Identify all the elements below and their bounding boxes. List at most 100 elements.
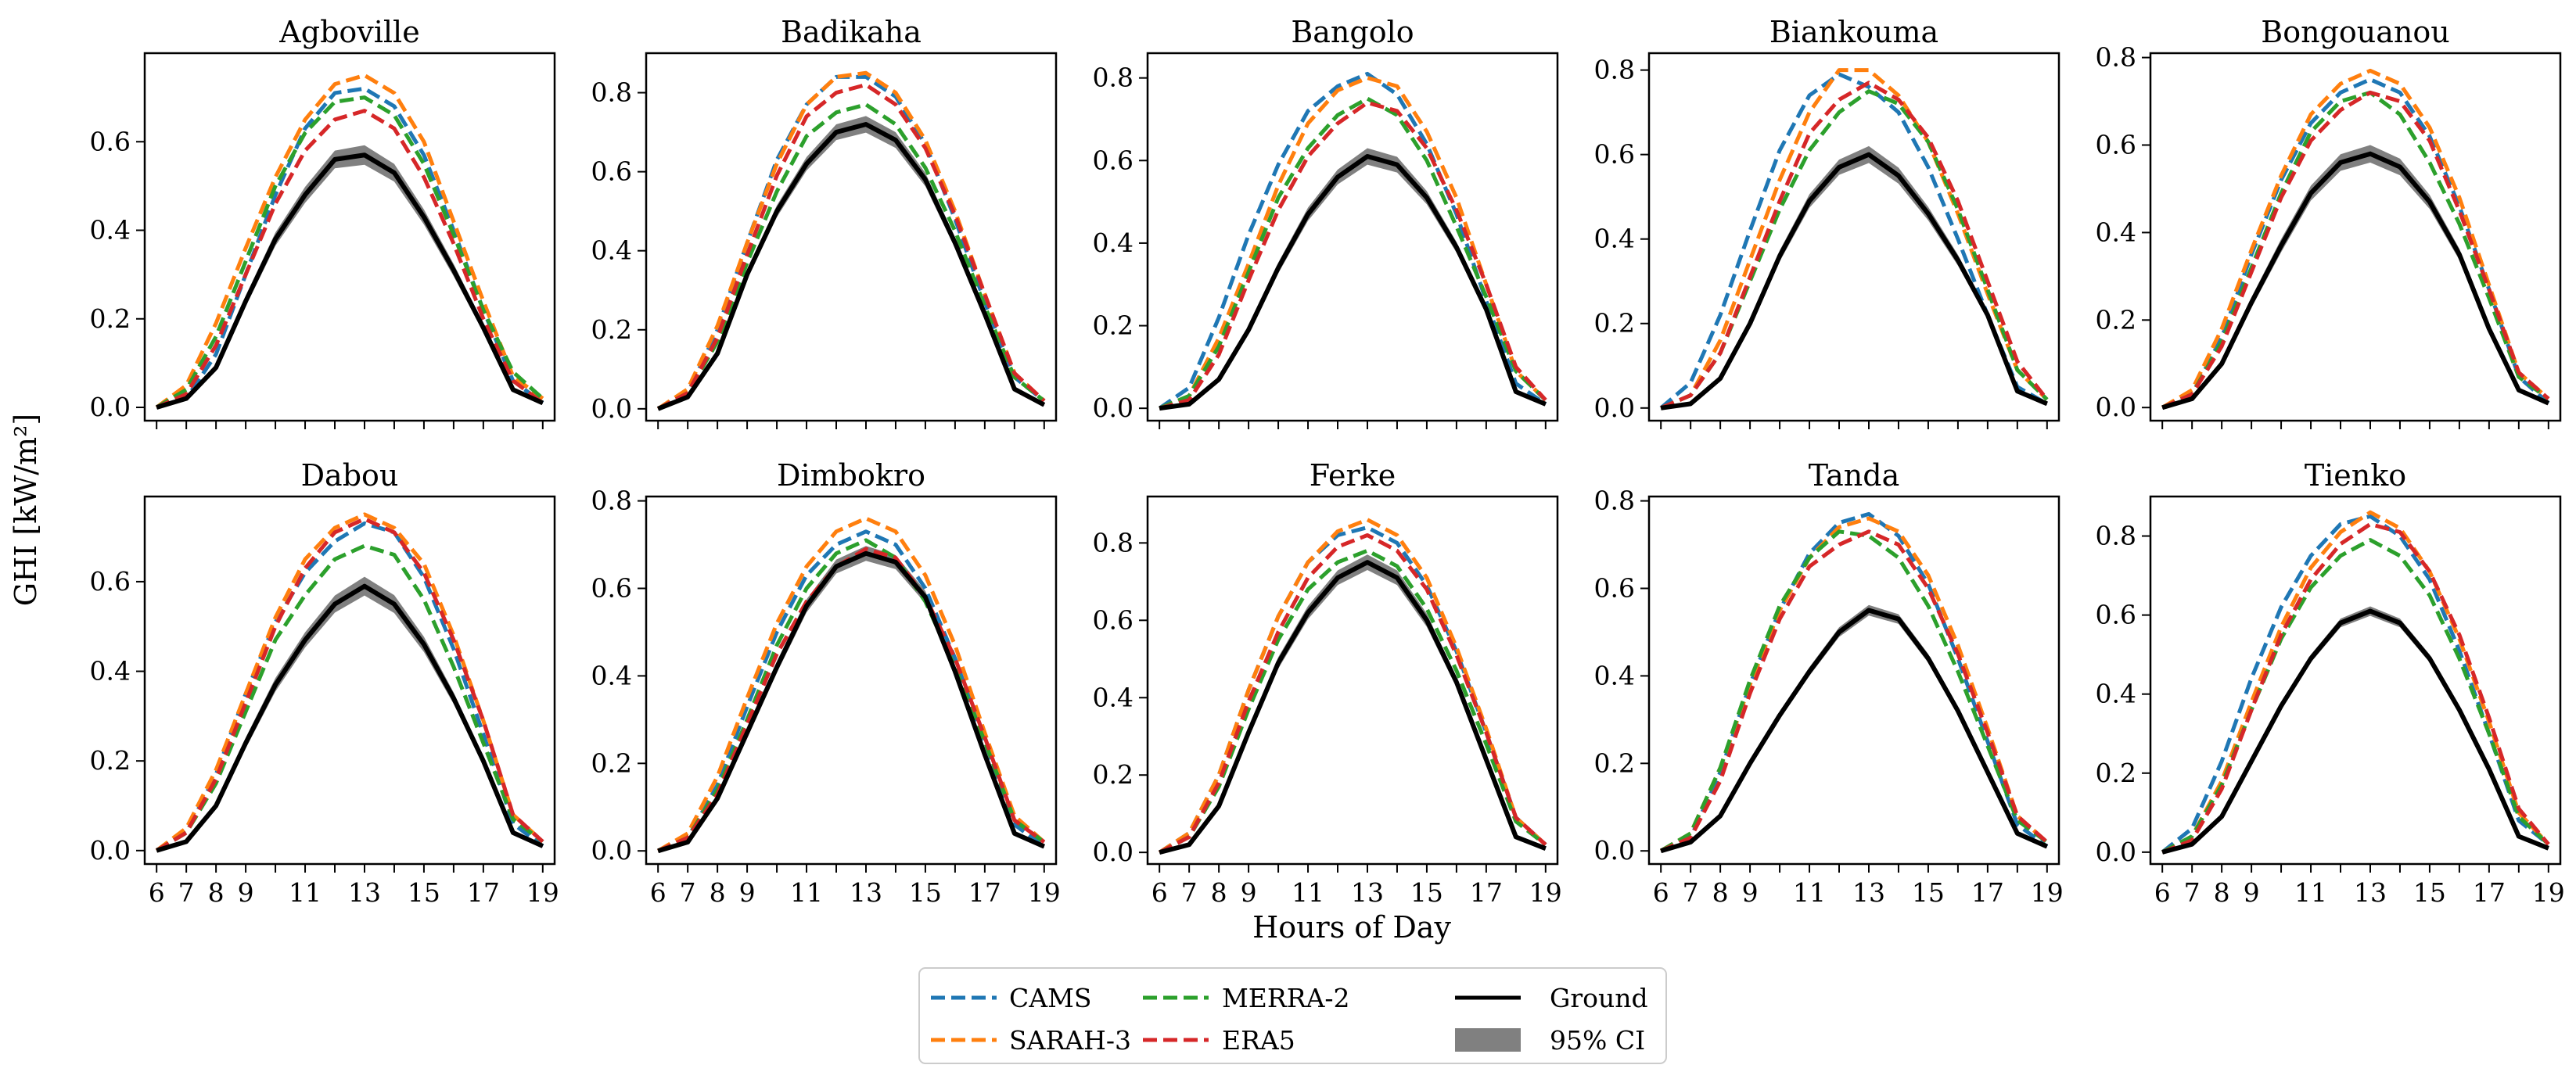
series-line-merra-2 (1660, 89, 2049, 411)
x-tick-label: 6 (650, 877, 666, 908)
series-line-merra-2 (1659, 529, 2049, 853)
x-tick-label: 6 (1151, 877, 1168, 908)
series-line-sarah-3 (155, 73, 544, 410)
x-tick-label: 11 (790, 877, 823, 908)
plot-frame (2149, 52, 2562, 422)
legend-label: SARAH-3 (1009, 1025, 1131, 1056)
panel-agboville: Agboville 0.0 0.2 0.4 0.6 (90, 15, 556, 429)
series-line-cams (2161, 514, 2550, 854)
y-tick-label: 0.2 (1594, 308, 1635, 339)
x-tick-label: 9 (2244, 877, 2260, 908)
series-line-cams (1660, 511, 2049, 853)
series-line-era5 (155, 517, 544, 852)
x-tick-label: 7 (1683, 877, 1699, 908)
series-line-sarah-3 (2161, 68, 2550, 410)
x-tick-label: 17 (1470, 877, 1503, 908)
x-tick-label: 17 (1971, 877, 2004, 908)
x-tick-label: 8 (1712, 877, 1729, 908)
y-tick-label: 0.0 (1093, 393, 1134, 423)
series-line-era5 (1159, 100, 1547, 411)
legend-item-sarah-3: SARAH-3 (931, 1025, 1131, 1056)
panel-title: Dabou (301, 458, 399, 493)
x-tick-label: 15 (1410, 877, 1443, 908)
ci-band (658, 116, 1044, 411)
y-tick-label: 0.0 (1594, 835, 1635, 866)
x-tick-label: 6 (1653, 877, 1669, 908)
series-line-sarah-3 (1159, 76, 1547, 411)
y-tick-label: 0.6 (591, 156, 632, 187)
y-tick-label: 0.0 (591, 393, 632, 424)
series-line-merra-2 (2161, 90, 2550, 410)
ci-band (658, 546, 1044, 852)
panel-bongouanou: Bongouanou 0.0 0.2 0.4 0.6 0.8 (2096, 15, 2562, 429)
y-tick-label: 0.0 (90, 392, 131, 422)
series-line-cams (657, 74, 1046, 411)
panel-bangolo: Bangolo 0.0 0.2 0.4 0.6 0.8 (1093, 15, 1559, 429)
y-tick-label: 0.4 (1093, 682, 1134, 712)
series-line-cams (155, 521, 544, 852)
series-line-ground (2161, 151, 2550, 411)
x-axis-label: Hours of Day (1252, 910, 1451, 945)
x-tick-label: 17 (467, 877, 500, 908)
x-tick-label: 9 (739, 877, 756, 908)
y-tick-label: 0.6 (2096, 130, 2136, 160)
x-tick-label: 17 (2473, 877, 2506, 908)
y-tick-label: 0.6 (90, 566, 131, 597)
y-tick-label: 0.4 (1594, 660, 1635, 690)
y-tick-label: 0.4 (2096, 217, 2136, 247)
y-tick-label: 0.2 (1093, 759, 1134, 790)
y-tick-label: 0.2 (2096, 304, 2136, 335)
series-line-era5 (657, 547, 1046, 853)
y-axis-label: GHI [kW/m²] (9, 414, 43, 606)
x-tick-label: 13 (1852, 877, 1885, 908)
legend-item-merra-2: MERRA-2 (1143, 983, 1350, 1013)
legend-label: CAMS (1009, 983, 1091, 1013)
y-tick-label: 0.6 (591, 573, 632, 604)
y-tick-label: 0.6 (1093, 604, 1134, 635)
y-tick-label: 0.6 (1093, 145, 1134, 175)
series-line-era5 (1159, 532, 1547, 855)
panel-biankouma: Biankouma 0.0 0.2 0.4 0.6 0.8 (1594, 15, 2060, 429)
y-tick-label: 0.0 (2096, 837, 2136, 867)
series-line-ground (1159, 154, 1547, 411)
panel-tanda: Tanda 0.0 0.2 0.4 0.6 0.8 6 7 8 9 11 13 15 17 19 (1594, 458, 2064, 908)
x-tick-label: 13 (1351, 877, 1384, 908)
y-tick-label: 0.2 (2096, 758, 2136, 788)
ci-band (2162, 145, 2549, 409)
y-tick-label: 0.4 (591, 660, 632, 690)
x-tick-label: 9 (238, 877, 254, 908)
panel-title: Ferke (1310, 458, 1396, 493)
series-line-ground (1660, 608, 2049, 854)
x-tick-label: 7 (680, 877, 696, 908)
series-line-merra-2 (1159, 96, 1547, 411)
panel-title: Tanda (1809, 458, 1900, 493)
series-line-era5 (156, 109, 544, 410)
panel-title: Dimbokro (777, 458, 925, 493)
y-tick-label: 0.8 (2096, 42, 2136, 73)
x-tick-label: 8 (710, 877, 726, 908)
x-tick-label: 19 (1529, 877, 1562, 908)
x-tick-label: 19 (2532, 877, 2565, 908)
panel-dabou: Dabou 0.0 0.2 0.4 0.6 6 7 8 9 11 13 15 17 19 (90, 458, 559, 908)
y-tick-label: 0.8 (1093, 63, 1134, 93)
series-line-ground (156, 583, 544, 853)
plot-frame (645, 495, 1058, 866)
legend-label: ERA5 (1222, 1025, 1295, 1056)
x-tick-label: 6 (2154, 877, 2171, 908)
plot-frame (1146, 52, 1559, 422)
y-tick-label: 0.4 (1093, 228, 1134, 258)
x-tick-label: 7 (178, 877, 195, 908)
y-tick-label: 0.6 (90, 126, 131, 156)
series-line-era5 (2161, 522, 2550, 855)
legend-item-era5: ERA5 (1143, 1025, 1295, 1056)
x-tick-label: 13 (850, 877, 882, 908)
ci-band (1661, 145, 2047, 410)
y-tick-label: 0.8 (591, 77, 632, 108)
legend-label: 95% CI (1550, 1025, 1645, 1056)
y-tick-label: 0.2 (90, 745, 131, 776)
plot-frame (1647, 52, 2060, 422)
ci-band (1159, 148, 1546, 410)
legend-item-ground: Ground (1455, 983, 1648, 1013)
x-tick-label: 11 (1292, 877, 1324, 908)
x-tick-label: 8 (2214, 877, 2230, 908)
